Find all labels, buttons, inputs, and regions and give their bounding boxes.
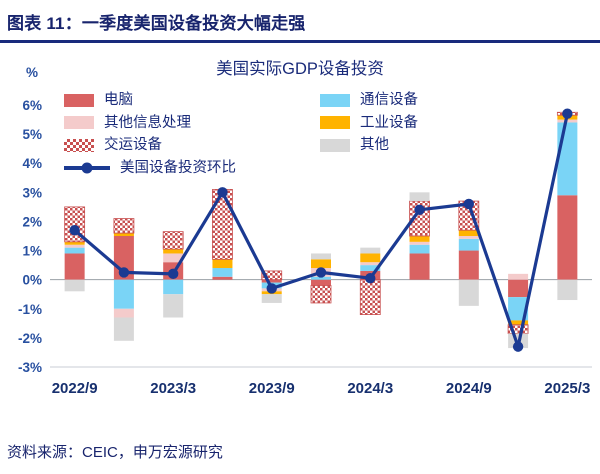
svg-text:6%: 6%: [22, 98, 42, 113]
chart-title: 美国实际GDP设备投资: [216, 60, 384, 78]
svg-text:-1%: -1%: [18, 302, 42, 317]
svg-text:2023/9: 2023/9: [249, 380, 295, 397]
svg-text:2022/9: 2022/9: [52, 380, 98, 397]
legend-label-transport: 交运设备: [104, 137, 162, 153]
legend-item-qoq-line: 美国设备投资环比: [64, 159, 320, 176]
legend-label-computer: 电脑: [104, 92, 133, 108]
transport-swatch-icon: [64, 138, 94, 152]
other-info-swatch-icon: [64, 116, 94, 130]
legend-label-communication: 通信设备: [360, 92, 418, 108]
communication-swatch-icon: [320, 93, 350, 107]
svg-text:-3%: -3%: [18, 360, 42, 375]
industrial-swatch-icon: [320, 116, 350, 130]
gdp-equipment-investment-chart: -3% -2% -1% 0% 1% 2% 3% 4% 5% 6% 2022/9 2023/3 2023/…: [18, 98, 592, 397]
qoq-line-swatch-icon: [64, 166, 110, 170]
legend-item-other-info: 其他信息处理: [64, 114, 320, 131]
chart-area: % 美国实际GDP设备投资 电脑 通信设备 其他信息处理 工业设备 交运设备: [0, 43, 600, 427]
svg-text:5%: 5%: [22, 127, 42, 142]
svg-text:4%: 4%: [22, 156, 42, 171]
figure-header: 图表 11：一季度美国设备投资大幅走强: [0, 0, 600, 43]
legend-item-transport: 交运设备: [64, 138, 320, 153]
svg-text:2025/3: 2025/3: [544, 380, 590, 397]
legend-label-industrial: 工业设备: [360, 114, 418, 131]
svg-text:2024/3: 2024/3: [347, 380, 393, 397]
computer-swatch-icon: [64, 93, 94, 107]
svg-text:2%: 2%: [22, 214, 42, 229]
figure-title: 图表 11：一季度美国设备投资大幅走强: [7, 14, 306, 33]
legend-label-other-info: 其他信息处理: [104, 114, 191, 131]
legend-item-industrial: 工业设备: [320, 114, 418, 131]
legend-label-other: 其他: [360, 137, 389, 153]
legend-item-other: 其他: [320, 138, 418, 153]
y-axis-unit-label: %: [26, 65, 39, 80]
svg-text:3%: 3%: [22, 185, 42, 200]
svg-text:0%: 0%: [22, 273, 42, 288]
legend-item-computer: 电脑: [64, 93, 320, 108]
legend-label-qoq-line: 美国设备投资环比: [120, 159, 236, 176]
svg-text:2024/9: 2024/9: [446, 380, 492, 397]
svg-text:1%: 1%: [22, 244, 42, 259]
legend-item-communication: 通信设备: [320, 93, 418, 108]
chart-legend: 电脑 通信设备 其他信息处理 工业设备 交运设备 其他: [64, 93, 418, 175]
source-note: 资料来源：CEIC，申万宏源研究: [7, 444, 223, 461]
svg-text:2023/3: 2023/3: [150, 380, 196, 397]
other-swatch-icon: [320, 138, 350, 152]
svg-text:-2%: -2%: [18, 331, 42, 346]
